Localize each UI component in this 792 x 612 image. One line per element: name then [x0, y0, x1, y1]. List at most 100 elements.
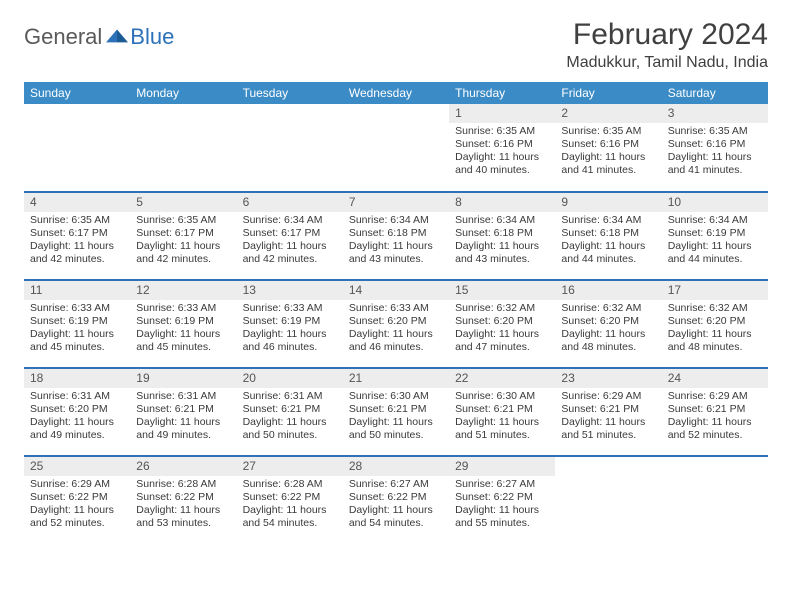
day-header-row: Sunday Monday Tuesday Wednesday Thursday… — [24, 82, 768, 104]
daylight-text: Daylight: 11 hours and 48 minutes. — [668, 328, 762, 354]
daylight-text: Daylight: 11 hours and 48 minutes. — [561, 328, 655, 354]
day-number: 15 — [449, 281, 555, 300]
calendar-cell — [130, 104, 236, 192]
calendar-cell — [343, 104, 449, 192]
calendar-cell: 27Sunrise: 6:28 AMSunset: 6:22 PMDayligh… — [237, 456, 343, 544]
daylight-text: Daylight: 11 hours and 44 minutes. — [561, 240, 655, 266]
daylight-text: Daylight: 11 hours and 52 minutes. — [668, 416, 762, 442]
sunrise-text: Sunrise: 6:34 AM — [243, 214, 337, 227]
day-number: 13 — [237, 281, 343, 300]
calendar-cell: 9Sunrise: 6:34 AMSunset: 6:18 PMDaylight… — [555, 192, 661, 280]
daylight-text: Daylight: 11 hours and 50 minutes. — [349, 416, 443, 442]
day-number: 2 — [555, 104, 661, 123]
day-number: 18 — [24, 369, 130, 388]
day-details: Sunrise: 6:29 AMSunset: 6:22 PMDaylight:… — [24, 476, 130, 535]
sunrise-text: Sunrise: 6:35 AM — [30, 214, 124, 227]
day-details: Sunrise: 6:34 AMSunset: 6:18 PMDaylight:… — [555, 212, 661, 271]
day-details: Sunrise: 6:32 AMSunset: 6:20 PMDaylight:… — [449, 300, 555, 359]
sunrise-text: Sunrise: 6:31 AM — [136, 390, 230, 403]
sunset-text: Sunset: 6:17 PM — [136, 227, 230, 240]
day-details: Sunrise: 6:35 AMSunset: 6:16 PMDaylight:… — [555, 123, 661, 182]
day-details: Sunrise: 6:32 AMSunset: 6:20 PMDaylight:… — [555, 300, 661, 359]
daylight-text: Daylight: 11 hours and 42 minutes. — [30, 240, 124, 266]
calendar-cell: 29Sunrise: 6:27 AMSunset: 6:22 PMDayligh… — [449, 456, 555, 544]
sunrise-text: Sunrise: 6:27 AM — [455, 478, 549, 491]
logo-text-general: General — [24, 24, 102, 50]
daylight-text: Daylight: 11 hours and 42 minutes. — [243, 240, 337, 266]
sunset-text: Sunset: 6:21 PM — [668, 403, 762, 416]
daylight-text: Daylight: 11 hours and 51 minutes. — [455, 416, 549, 442]
page-title: February 2024 — [566, 18, 768, 52]
calendar-cell: 18Sunrise: 6:31 AMSunset: 6:20 PMDayligh… — [24, 368, 130, 456]
calendar-cell: 1Sunrise: 6:35 AMSunset: 6:16 PMDaylight… — [449, 104, 555, 192]
calendar-cell: 4Sunrise: 6:35 AMSunset: 6:17 PMDaylight… — [24, 192, 130, 280]
daylight-text: Daylight: 11 hours and 47 minutes. — [455, 328, 549, 354]
day-number: 16 — [555, 281, 661, 300]
logo-text-blue: Blue — [130, 24, 174, 50]
sunrise-text: Sunrise: 6:29 AM — [668, 390, 762, 403]
calendar-cell — [237, 104, 343, 192]
day-details: Sunrise: 6:35 AMSunset: 6:17 PMDaylight:… — [130, 212, 236, 271]
calendar-cell: 20Sunrise: 6:31 AMSunset: 6:21 PMDayligh… — [237, 368, 343, 456]
calendar-cell: 17Sunrise: 6:32 AMSunset: 6:20 PMDayligh… — [662, 280, 768, 368]
day-number — [343, 104, 449, 108]
day-details: Sunrise: 6:27 AMSunset: 6:22 PMDaylight:… — [343, 476, 449, 535]
sunrise-text: Sunrise: 6:27 AM — [349, 478, 443, 491]
sunrise-text: Sunrise: 6:28 AM — [136, 478, 230, 491]
day-details: Sunrise: 6:33 AMSunset: 6:19 PMDaylight:… — [237, 300, 343, 359]
day-header: Saturday — [662, 82, 768, 104]
sunrise-text: Sunrise: 6:35 AM — [136, 214, 230, 227]
day-details: Sunrise: 6:35 AMSunset: 6:16 PMDaylight:… — [449, 123, 555, 182]
calendar-cell: 7Sunrise: 6:34 AMSunset: 6:18 PMDaylight… — [343, 192, 449, 280]
day-details: Sunrise: 6:33 AMSunset: 6:19 PMDaylight:… — [130, 300, 236, 359]
day-number: 17 — [662, 281, 768, 300]
sunset-text: Sunset: 6:21 PM — [455, 403, 549, 416]
calendar-cell: 19 Sunrise: 6:31 AMSunset: 6:21 PMDayligh… — [130, 368, 236, 456]
daylight-text: Daylight: 11 hours and 54 minutes. — [243, 504, 337, 530]
day-number: 20 — [237, 369, 343, 388]
daylight-text: Daylight: 11 hours and 41 minutes. — [668, 151, 762, 177]
day-number: 8 — [449, 193, 555, 212]
sunrise-text: Sunrise: 6:29 AM — [561, 390, 655, 403]
day-number: 19 — [130, 369, 236, 388]
day-header: Thursday — [449, 82, 555, 104]
calendar-cell: 8Sunrise: 6:34 AMSunset: 6:18 PMDaylight… — [449, 192, 555, 280]
daylight-text: Daylight: 11 hours and 42 minutes. — [136, 240, 230, 266]
calendar-cell: 21Sunrise: 6:30 AMSunset: 6:21 PMDayligh… — [343, 368, 449, 456]
day-header: Sunday — [24, 82, 130, 104]
calendar-cell — [662, 456, 768, 544]
title-block: February 2024 Madukkur, Tamil Nadu, Indi… — [566, 18, 768, 72]
day-number: 11 — [24, 281, 130, 300]
sunset-text: Sunset: 6:19 PM — [668, 227, 762, 240]
day-header: Friday — [555, 82, 661, 104]
sunset-text: Sunset: 6:21 PM — [349, 403, 443, 416]
sunset-text: Sunset: 6:22 PM — [136, 491, 230, 504]
day-details: Sunrise: 6:29 AMSunset: 6:21 PMDaylight:… — [555, 388, 661, 447]
day-number — [662, 457, 768, 461]
daylight-text: Daylight: 11 hours and 54 minutes. — [349, 504, 443, 530]
day-details: Sunrise: 6:34 AMSunset: 6:17 PMDaylight:… — [237, 212, 343, 271]
sunset-text: Sunset: 6:20 PM — [668, 315, 762, 328]
day-number — [237, 104, 343, 108]
sunset-text: Sunset: 6:20 PM — [30, 403, 124, 416]
daylight-text: Daylight: 11 hours and 46 minutes. — [349, 328, 443, 354]
calendar-cell: 10Sunrise: 6:34 AMSunset: 6:19 PMDayligh… — [662, 192, 768, 280]
sunset-text: Sunset: 6:21 PM — [136, 403, 230, 416]
sunrise-text: Sunrise: 6:34 AM — [668, 214, 762, 227]
calendar-cell: 15Sunrise: 6:32 AMSunset: 6:20 PMDayligh… — [449, 280, 555, 368]
calendar-cell: 12Sunrise: 6:33 AMSunset: 6:19 PMDayligh… — [130, 280, 236, 368]
calendar-week-row: 25Sunrise: 6:29 AMSunset: 6:22 PMDayligh… — [24, 456, 768, 544]
daylight-text: Daylight: 11 hours and 49 minutes. — [136, 416, 230, 442]
sunset-text: Sunset: 6:17 PM — [243, 227, 337, 240]
daylight-text: Daylight: 11 hours and 41 minutes. — [561, 151, 655, 177]
sunset-text: Sunset: 6:20 PM — [561, 315, 655, 328]
sunset-text: Sunset: 6:20 PM — [349, 315, 443, 328]
sunrise-text: Sunrise: 6:30 AM — [455, 390, 549, 403]
sunrise-text: Sunrise: 6:30 AM — [349, 390, 443, 403]
calendar-week-row: 18 Sunrise: 6:31 AM Sunset: 6:20 PM Dayligh… — [24, 368, 768, 456]
logo: General Blue — [24, 18, 174, 50]
day-number: 12 — [130, 281, 236, 300]
page-header: General Blue February 2024 Madukkur, Tam… — [24, 18, 768, 72]
day-details: Sunrise: 6:27 AMSunset: 6:22 PMDaylight:… — [449, 476, 555, 535]
sunrise-text: Sunrise: 6:34 AM — [455, 214, 549, 227]
